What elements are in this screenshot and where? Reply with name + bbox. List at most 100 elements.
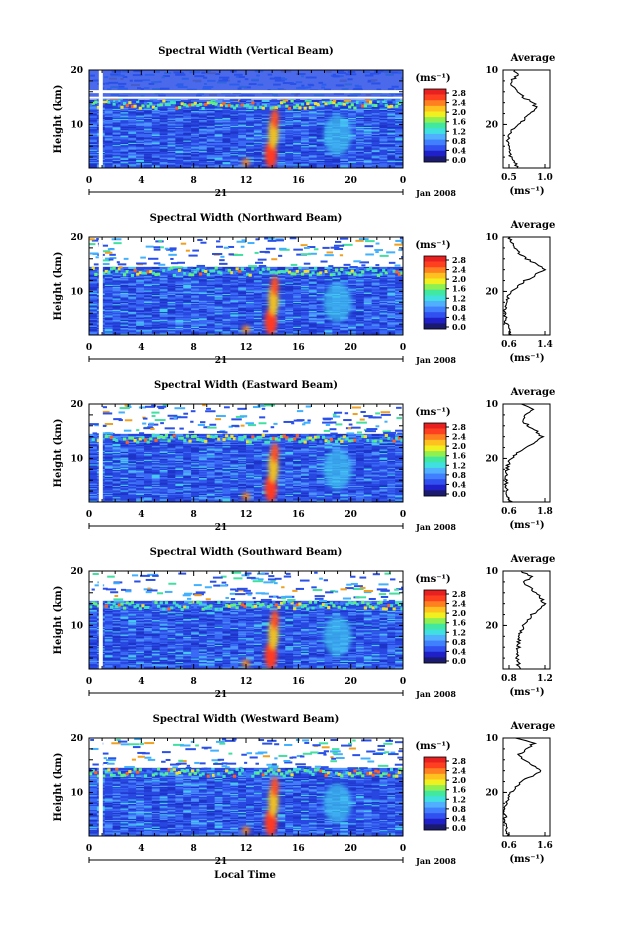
band-cell	[162, 99, 165, 102]
band-cell	[199, 103, 202, 106]
colorbar-tick-label: 2.8	[452, 88, 466, 98]
heatmap-cell	[199, 100, 207, 102]
band-cell	[364, 104, 367, 107]
band-cell	[353, 107, 356, 110]
colorbar-tick-label: 1.2	[452, 126, 466, 136]
x-tick-label: 0	[400, 176, 406, 186]
avg-profile-line	[507, 70, 538, 168]
band-cell	[149, 102, 152, 105]
streak	[344, 100, 351, 102]
band-cell	[369, 101, 372, 104]
x-tick-label: 12	[240, 176, 253, 186]
colorbar-tick-label: 0.8	[452, 136, 466, 146]
band-cell	[120, 106, 123, 109]
band-cell	[251, 101, 254, 104]
band-cell	[311, 106, 314, 109]
colorbar-swatch	[424, 156, 446, 162]
heatmap-cell	[191, 100, 199, 102]
avg-y-tick-label: 10	[485, 66, 498, 76]
avg-title: Average	[510, 53, 556, 64]
colorbar-tick-label: 0.4	[452, 145, 466, 155]
colorbar-swatch	[424, 111, 446, 117]
band-cell	[115, 100, 118, 103]
colorbar-tick-label: 2.4	[452, 98, 466, 108]
white-gap	[89, 90, 403, 93]
colorbar-swatch	[424, 89, 446, 95]
day-label: 21	[215, 189, 228, 199]
streak	[283, 100, 288, 102]
avg-x-tick-label: 1.0	[537, 173, 553, 183]
plume-side	[324, 115, 352, 155]
band-cell	[288, 107, 291, 110]
band-cell	[133, 105, 136, 108]
band-cell	[374, 104, 377, 107]
panel-1: Spectral Width (Northward Beam)2010Heigh…	[53, 213, 555, 366]
x-tick-label: 16	[292, 176, 305, 186]
band-cell	[160, 103, 163, 106]
colorbar-tick-label: 2.0	[452, 107, 466, 117]
band-cell	[249, 106, 252, 109]
colorbar-swatch	[424, 140, 446, 146]
band-cell	[306, 102, 309, 105]
band-cell	[202, 107, 205, 110]
white-gap	[89, 97, 403, 99]
band-cell	[395, 105, 398, 108]
colorbar-tick-label: 1.6	[452, 117, 466, 127]
heatmap-cell	[254, 100, 262, 102]
band-cell	[128, 101, 131, 104]
colorbar-swatch	[424, 123, 446, 129]
band-cell	[256, 103, 259, 106]
avg-x-tick-label: 0.5	[501, 173, 517, 183]
band-cell	[301, 103, 304, 106]
heatmap-cell	[262, 100, 270, 102]
heatmap	[89, 70, 408, 169]
y-axis-label: Height (km)	[53, 85, 64, 154]
colorbar-swatch	[424, 134, 446, 140]
band-cell	[154, 107, 157, 110]
plume-top	[271, 109, 279, 129]
band-cell	[351, 103, 354, 106]
panel-title: Spectral Width (Northward Beam)	[150, 213, 343, 224]
streak	[211, 99, 216, 101]
panel-0: Spectral Width (Vertical Beam) 20 10 Height…	[53, 46, 555, 199]
avg-x-label: (ms⁻¹)	[509, 186, 544, 197]
panel-title: Spectral Width (Vertical Beam)	[158, 46, 334, 57]
band-cell	[254, 106, 257, 109]
x-tick-label: 20	[344, 176, 357, 186]
heatmap	[89, 237, 408, 336]
band-cell	[126, 104, 129, 107]
heatmap-cell	[222, 100, 230, 102]
x-tick-label: 8	[191, 176, 197, 186]
band-cell	[390, 105, 393, 108]
colorbar-tick-label: 0.0	[452, 155, 466, 165]
streak	[333, 100, 336, 102]
y-tick-label: 10	[70, 120, 83, 130]
colorbar-swatch	[424, 95, 446, 101]
streak	[230, 99, 238, 101]
avg-y-tick-label: 20	[485, 120, 498, 130]
colorbar-swatch	[424, 117, 446, 123]
colorbar-swatch	[424, 100, 446, 106]
date-label: Jan 2008	[415, 188, 456, 198]
x-tick-label: 0	[86, 176, 92, 186]
streak	[305, 100, 312, 102]
streak	[181, 100, 188, 102]
heatmap-cell	[215, 100, 223, 102]
x-tick-label: 4	[138, 176, 144, 186]
colorbar-swatch	[424, 145, 446, 151]
band-cell	[267, 104, 270, 107]
band-cell	[393, 101, 396, 104]
y-tick-label: 20	[70, 66, 83, 76]
colorbar-units: (ms⁻¹)	[415, 73, 450, 84]
band-cell	[359, 102, 362, 105]
data-gap	[99, 70, 103, 168]
band-cell	[304, 107, 307, 110]
band-cell	[298, 106, 301, 109]
band-cell	[277, 105, 280, 108]
band-cell	[178, 106, 181, 109]
colorbar-swatch	[424, 128, 446, 134]
colorbar-swatch	[424, 106, 446, 112]
band-cell	[290, 99, 293, 102]
colorbar-swatch	[424, 151, 446, 157]
